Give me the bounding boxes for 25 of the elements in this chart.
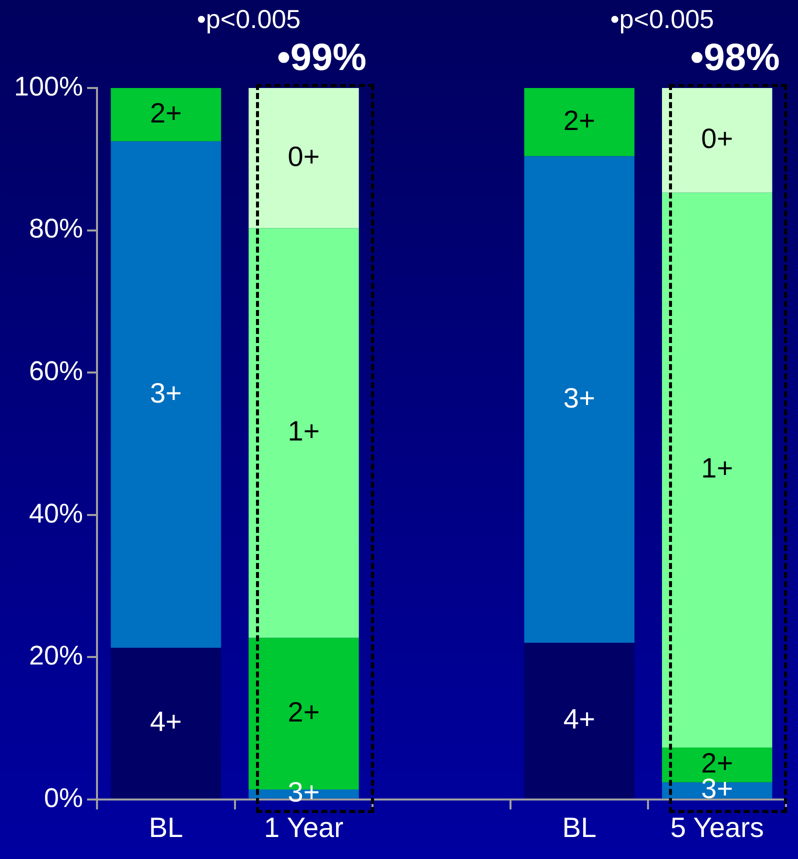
- y-tick-label: 20%: [29, 640, 84, 671]
- annotation: •99%: [277, 37, 366, 79]
- text: •p<0.005: [610, 4, 714, 34]
- x-tick-label: BL: [148, 812, 184, 843]
- x-tick-label: 5 Years: [670, 812, 764, 843]
- text: 2+: [563, 104, 596, 136]
- y-tick-label: 0%: [44, 782, 84, 813]
- text: 1+: [701, 452, 734, 484]
- series-label: 1+: [288, 416, 320, 447]
- text: 2+: [288, 696, 320, 728]
- y-tick-label: 80%: [29, 214, 84, 244]
- y-tick-label: 40%: [29, 498, 84, 528]
- text: •p<0.005: [196, 4, 301, 34]
- text: 2+: [150, 97, 182, 128]
- x-tick-label: BL: [562, 812, 596, 843]
- text: 3+: [150, 377, 182, 408]
- series-label: 4+: [563, 703, 596, 734]
- y-tick-label: 60%: [29, 356, 84, 386]
- annotation: •98%: [690, 37, 780, 79]
- y-tick-label: 100%: [14, 71, 84, 102]
- text: 0+: [288, 140, 320, 172]
- x-tick-label: 1 Year: [264, 812, 344, 843]
- text: 4+: [150, 706, 182, 737]
- series-label: 0+: [701, 123, 734, 154]
- text: 3+: [563, 382, 596, 414]
